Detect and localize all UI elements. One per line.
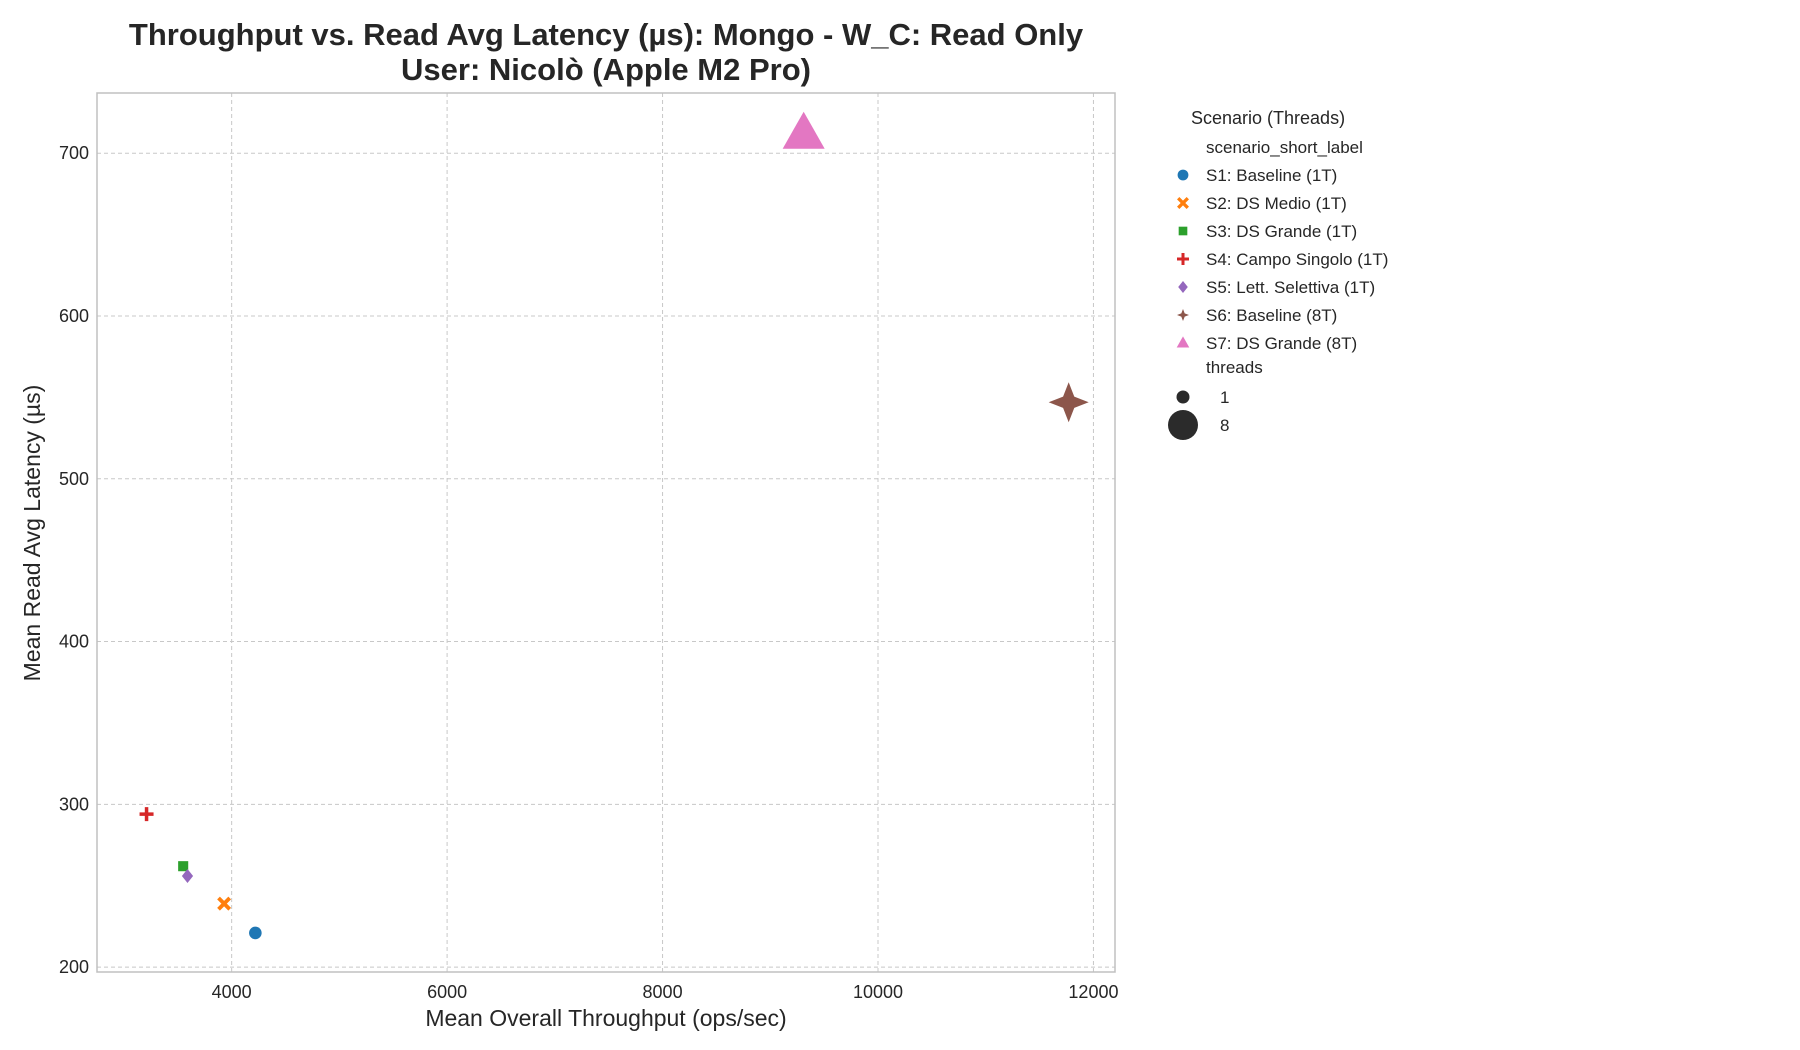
plot-frame xyxy=(96,92,1116,973)
y-tick-label: 500 xyxy=(59,469,89,489)
data-points xyxy=(139,111,1089,940)
data-point-s2 xyxy=(217,896,232,911)
legend-hue-title: scenario_short_label xyxy=(1206,138,1363,157)
legend-marker-s4 xyxy=(1177,253,1189,265)
legend-label: S7: DS Grande (8T) xyxy=(1206,334,1357,353)
legend-label: S2: DS Medio (1T) xyxy=(1206,194,1347,213)
data-point-s1 xyxy=(249,926,262,940)
legend-size-marker xyxy=(1176,390,1190,404)
y-tick-label: 400 xyxy=(59,632,89,652)
legend: Scenario (Threads) scenario_short_label … xyxy=(1168,108,1388,440)
data-point-s7 xyxy=(782,111,825,149)
legend-label: S3: DS Grande (1T) xyxy=(1206,222,1357,241)
legend-size-entries: 18 xyxy=(1168,388,1229,440)
x-tick-label: 6000 xyxy=(427,982,467,1002)
legend-marker-s1 xyxy=(1177,169,1189,181)
y-tick-label: 200 xyxy=(59,957,89,977)
data-point-s4 xyxy=(139,807,154,822)
data-point-s3 xyxy=(178,861,189,872)
x-tick-label: 10000 xyxy=(853,982,903,1002)
y-tick-label: 300 xyxy=(59,794,89,814)
legend-size-label: 1 xyxy=(1220,388,1229,407)
legend-label: S1: Baseline (1T) xyxy=(1206,166,1337,185)
grid-lines xyxy=(97,93,1115,972)
legend-size-label: 8 xyxy=(1220,416,1229,435)
y-axis-label: Mean Read Avg Latency (µs) xyxy=(19,385,45,682)
legend-entries: S1: Baseline (1T) S2: DS Medio (1T) S3: DS… xyxy=(1176,166,1388,353)
tick-labels: 4000 6000 8000 10000 12000 200 300 400 500 600 700 xyxy=(59,143,1119,1002)
legend-marker-s5 xyxy=(1178,281,1188,293)
legend-size-title: threads xyxy=(1206,358,1263,377)
legend-label: S6: Baseline (8T) xyxy=(1206,306,1337,325)
y-tick-label: 700 xyxy=(59,143,89,163)
data-point-s5 xyxy=(181,868,194,883)
x-tick-label: 12000 xyxy=(1068,982,1118,1002)
y-tick-label: 600 xyxy=(59,306,89,326)
legend-marker-s3 xyxy=(1178,226,1188,236)
legend-size-marker xyxy=(1168,410,1198,440)
data-point-s6 xyxy=(1048,382,1089,423)
legend-marker-s6 xyxy=(1177,309,1189,321)
legend-marker-s7 xyxy=(1176,336,1190,348)
x-axis-label: Mean Overall Throughput (ops/sec) xyxy=(425,1005,786,1031)
chart-subtitle: User: Nicolò (Apple M2 Pro) xyxy=(401,52,811,87)
x-tick-label: 8000 xyxy=(643,982,683,1002)
legend-label: S4: Campo Singolo (1T) xyxy=(1206,250,1388,269)
legend-title: Scenario (Threads) xyxy=(1191,108,1345,128)
chart-title: Throughput vs. Read Avg Latency (µs): Mo… xyxy=(129,17,1084,52)
legend-label: S5: Lett. Selettiva (1T) xyxy=(1206,278,1375,297)
legend-marker-s2 xyxy=(1177,197,1189,209)
x-tick-label: 4000 xyxy=(212,982,252,1002)
